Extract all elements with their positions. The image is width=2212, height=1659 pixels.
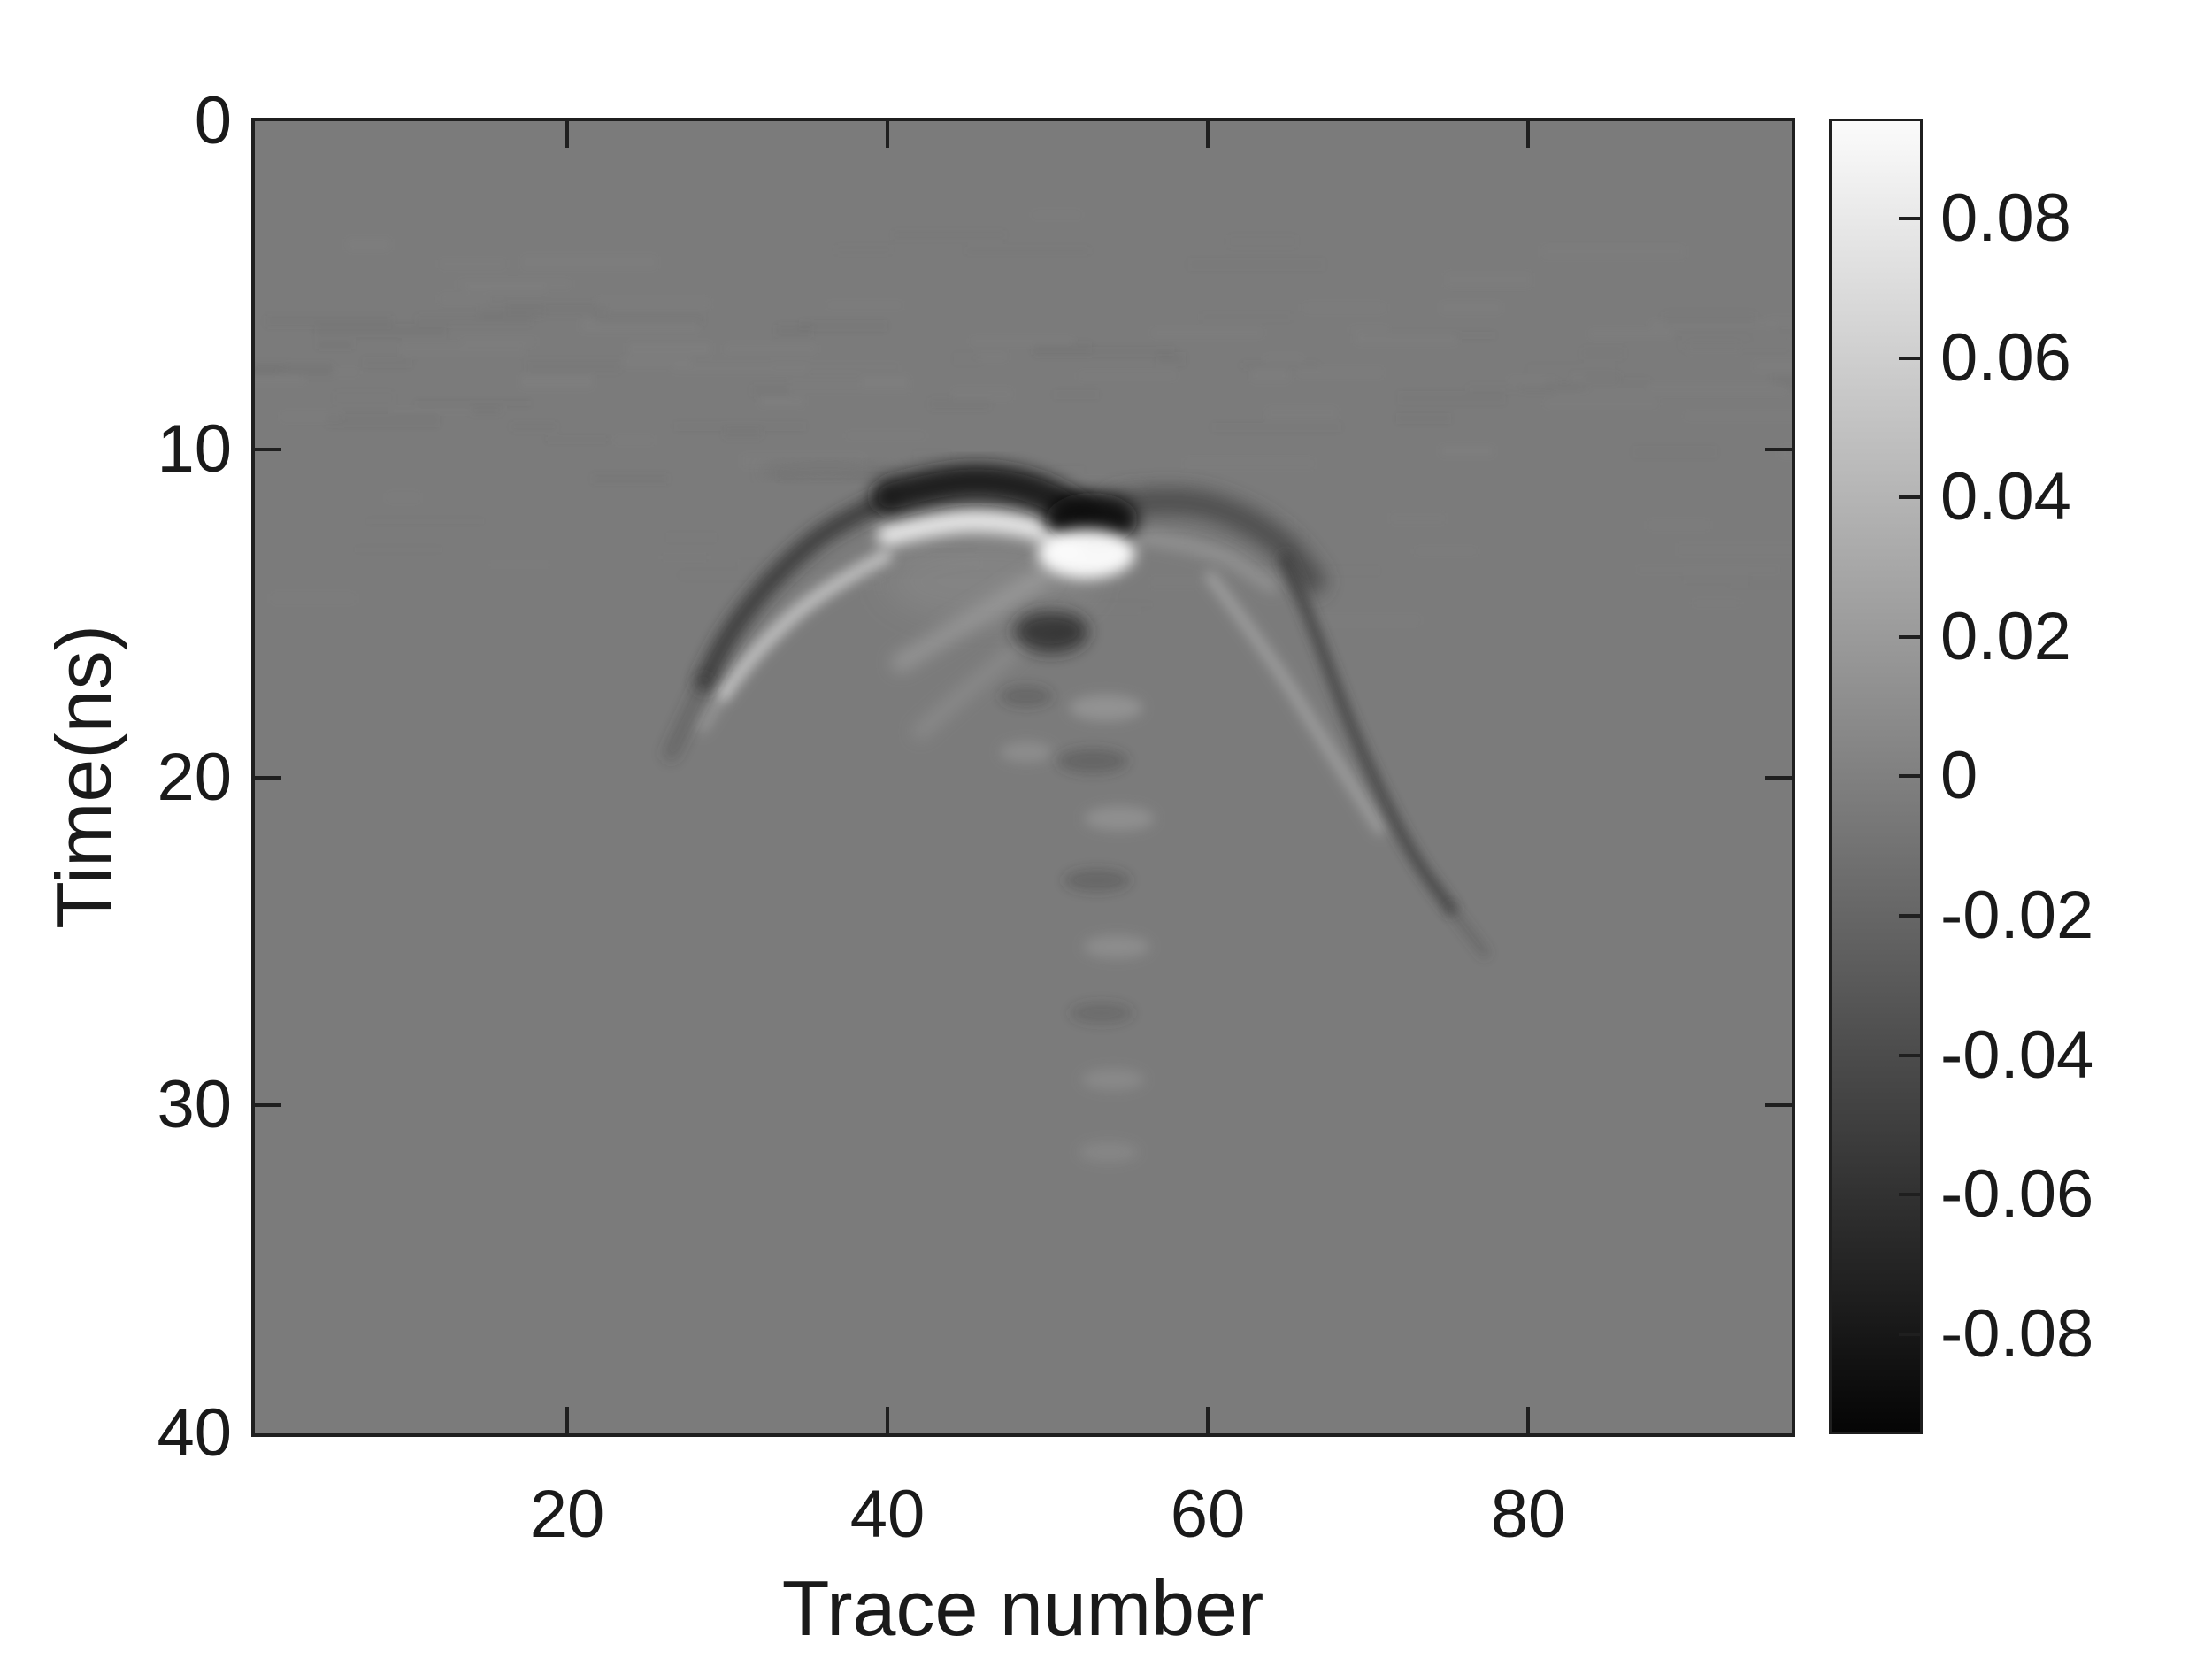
x-tick-mark <box>565 1407 569 1433</box>
y-tick-label: 0 <box>194 83 232 158</box>
colorbar-tick-label: 0.02 <box>1940 599 2071 674</box>
x-axis-label: Trace number <box>781 1564 1264 1652</box>
y-tick-label: 20 <box>157 740 232 815</box>
y-tick-mark <box>1765 448 1792 451</box>
colorbar-tick-mark <box>1899 217 1920 220</box>
colorbar-tick-label: -0.04 <box>1940 1018 2094 1093</box>
colorbar-tick-label: -0.02 <box>1940 878 2094 953</box>
x-tick-label: 80 <box>1490 1477 1566 1552</box>
ripple-light-6 <box>1000 741 1053 763</box>
colorbar-tick-mark <box>1899 1054 1920 1057</box>
right-limb-dark <box>1279 552 1458 916</box>
ripple-light-4 <box>1081 1069 1145 1090</box>
right-limb-dark-tail <box>1446 903 1490 958</box>
colorbar <box>1829 119 1923 1434</box>
colorbar-tick-mark <box>1899 914 1920 918</box>
apex-white-peak-blob <box>1038 529 1135 579</box>
shallow-noise-band <box>255 211 1792 625</box>
y-tick-label: 30 <box>157 1067 232 1142</box>
colorbar-tick-mark <box>1899 357 1920 360</box>
y-tick-mark <box>255 1103 281 1107</box>
x-tick-mark <box>1206 121 1210 148</box>
x-tick-mark <box>565 121 569 148</box>
colorbar-tick-mark <box>1899 1333 1920 1336</box>
x-tick-label: 60 <box>1170 1477 1246 1552</box>
left-limb-white-tail <box>695 687 730 733</box>
ripple-light-1 <box>1069 695 1143 721</box>
right-wing-dark <box>1104 488 1325 595</box>
ripple-dark-4 <box>1000 686 1053 707</box>
x-tick-mark <box>1206 1407 1210 1433</box>
y-tick-mark <box>1765 1103 1792 1107</box>
apex-white-band <box>877 509 1085 555</box>
right-limb-inner-white <box>1204 571 1386 835</box>
ripple-light-3 <box>1083 935 1150 958</box>
gpr-bscan-image <box>255 121 1792 1433</box>
colorbar-tick-label: 0.04 <box>1940 459 2071 534</box>
y-tick-mark <box>255 776 281 780</box>
x-tick-mark <box>886 121 889 148</box>
right-wing-light <box>1133 530 1279 593</box>
x-tick-mark <box>1526 1407 1530 1433</box>
ripple-light-2 <box>1084 806 1155 831</box>
x-tick-label: 40 <box>849 1477 926 1552</box>
y-tick-label: 10 <box>157 411 232 487</box>
colorbar-tick-mark <box>1899 774 1920 778</box>
ripple-dark-1 <box>1057 749 1128 773</box>
apex-dark-band <box>872 464 1104 536</box>
colorbar-tick-label: 0 <box>1940 738 1978 813</box>
plot-area <box>251 118 1795 1437</box>
colorbar-tick-label: 0.08 <box>1940 180 2071 256</box>
under-apex-dark-blob <box>1014 611 1088 653</box>
ripple-dark-3 <box>1070 1002 1133 1024</box>
apex-upper-shoulder <box>763 458 895 482</box>
y-tick-mark <box>255 448 281 451</box>
y-tick-label: 40 <box>157 1395 232 1471</box>
x-tick-mark <box>886 1407 889 1433</box>
colorbar-tick-label: 0.06 <box>1940 320 2071 396</box>
colorbar-tick-mark <box>1899 635 1920 639</box>
ripple-light-5 <box>1079 1141 1139 1163</box>
colorbar-tick-label: -0.08 <box>1940 1296 2094 1371</box>
echo-arc-light-1 <box>891 567 1052 672</box>
left-limb-dark-tail <box>664 675 711 761</box>
x-tick-mark <box>1526 121 1530 148</box>
colorbar-tick-mark <box>1899 495 1920 499</box>
left-limb-white <box>716 549 893 701</box>
left-limb-dark <box>695 488 900 692</box>
ripple-dark-2 <box>1064 869 1131 892</box>
colorbar-tick-mark <box>1899 1193 1920 1196</box>
colorbar-tick-label: -0.06 <box>1940 1156 2094 1232</box>
x-tick-label: 20 <box>529 1477 605 1552</box>
y-tick-mark <box>1765 776 1792 780</box>
